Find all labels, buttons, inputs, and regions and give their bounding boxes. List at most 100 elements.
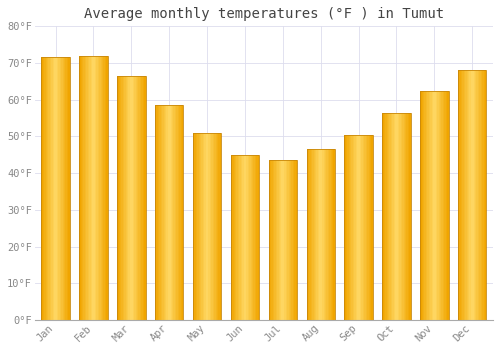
Bar	[254, 155, 255, 320]
Bar	[316, 149, 318, 320]
Bar	[100, 56, 102, 320]
Bar	[366, 134, 367, 320]
Bar	[314, 149, 315, 320]
Bar	[117, 76, 118, 320]
Bar	[276, 160, 277, 320]
Bar	[240, 155, 242, 320]
Bar	[442, 91, 443, 320]
Bar	[170, 105, 172, 320]
Bar	[433, 91, 434, 320]
Bar	[194, 133, 196, 320]
Bar	[277, 160, 278, 320]
Bar	[443, 91, 444, 320]
Bar	[156, 105, 158, 320]
Bar	[356, 134, 357, 320]
Bar	[268, 160, 270, 320]
Bar	[384, 113, 385, 320]
Bar	[168, 105, 169, 320]
Bar	[354, 134, 356, 320]
Bar	[332, 149, 334, 320]
Bar	[447, 91, 448, 320]
Bar	[348, 134, 350, 320]
Bar	[474, 70, 475, 320]
Bar	[270, 160, 272, 320]
Bar	[54, 57, 56, 320]
Bar	[278, 160, 280, 320]
Bar	[180, 105, 182, 320]
Bar	[436, 91, 437, 320]
Bar	[58, 57, 60, 320]
Bar	[203, 133, 204, 320]
Bar	[405, 113, 406, 320]
Bar	[196, 133, 197, 320]
Bar	[444, 91, 446, 320]
Bar	[408, 113, 409, 320]
Bar	[105, 56, 106, 320]
Bar	[476, 70, 478, 320]
Bar	[461, 70, 462, 320]
Bar	[137, 76, 138, 320]
Bar	[122, 76, 123, 320]
Bar	[296, 160, 297, 320]
Bar	[367, 134, 368, 320]
Bar	[242, 155, 244, 320]
Bar	[438, 91, 440, 320]
Bar	[230, 155, 232, 320]
Bar	[283, 160, 284, 320]
Bar	[330, 149, 332, 320]
Bar	[182, 105, 184, 320]
Bar	[217, 133, 218, 320]
Bar	[88, 56, 89, 320]
Bar	[395, 113, 396, 320]
Bar	[440, 91, 442, 320]
Bar	[352, 134, 353, 320]
Bar	[400, 113, 402, 320]
Bar	[255, 155, 256, 320]
Bar	[214, 133, 216, 320]
Bar	[132, 76, 134, 320]
Bar	[117, 76, 145, 320]
Bar	[138, 76, 140, 320]
Bar	[158, 105, 159, 320]
Bar	[172, 105, 174, 320]
Bar	[220, 133, 222, 320]
Bar	[370, 134, 372, 320]
Bar	[423, 91, 424, 320]
Bar	[200, 133, 202, 320]
Bar	[386, 113, 388, 320]
Bar	[357, 134, 358, 320]
Bar	[42, 57, 43, 320]
Bar	[286, 160, 287, 320]
Bar	[169, 105, 170, 320]
Bar	[420, 91, 422, 320]
Bar	[388, 113, 390, 320]
Bar	[42, 57, 70, 320]
Bar	[128, 76, 130, 320]
Bar	[216, 133, 217, 320]
Bar	[306, 149, 308, 320]
Bar	[424, 91, 426, 320]
Bar	[462, 70, 464, 320]
Bar	[236, 155, 238, 320]
Bar	[346, 134, 347, 320]
Bar	[273, 160, 274, 320]
Bar	[66, 57, 67, 320]
Bar	[248, 155, 249, 320]
Bar	[52, 57, 54, 320]
Bar	[235, 155, 236, 320]
Bar	[89, 56, 90, 320]
Bar	[426, 91, 427, 320]
Bar	[193, 133, 194, 320]
Bar	[142, 76, 144, 320]
Bar	[244, 155, 245, 320]
Bar	[437, 91, 438, 320]
Bar	[175, 105, 176, 320]
Bar	[368, 134, 370, 320]
Bar	[140, 76, 141, 320]
Bar	[124, 76, 126, 320]
Bar	[79, 56, 108, 320]
Bar	[62, 57, 64, 320]
Bar	[120, 76, 122, 320]
Bar	[48, 57, 50, 320]
Title: Average monthly temperatures (°F ) in Tumut: Average monthly temperatures (°F ) in Tu…	[84, 7, 444, 21]
